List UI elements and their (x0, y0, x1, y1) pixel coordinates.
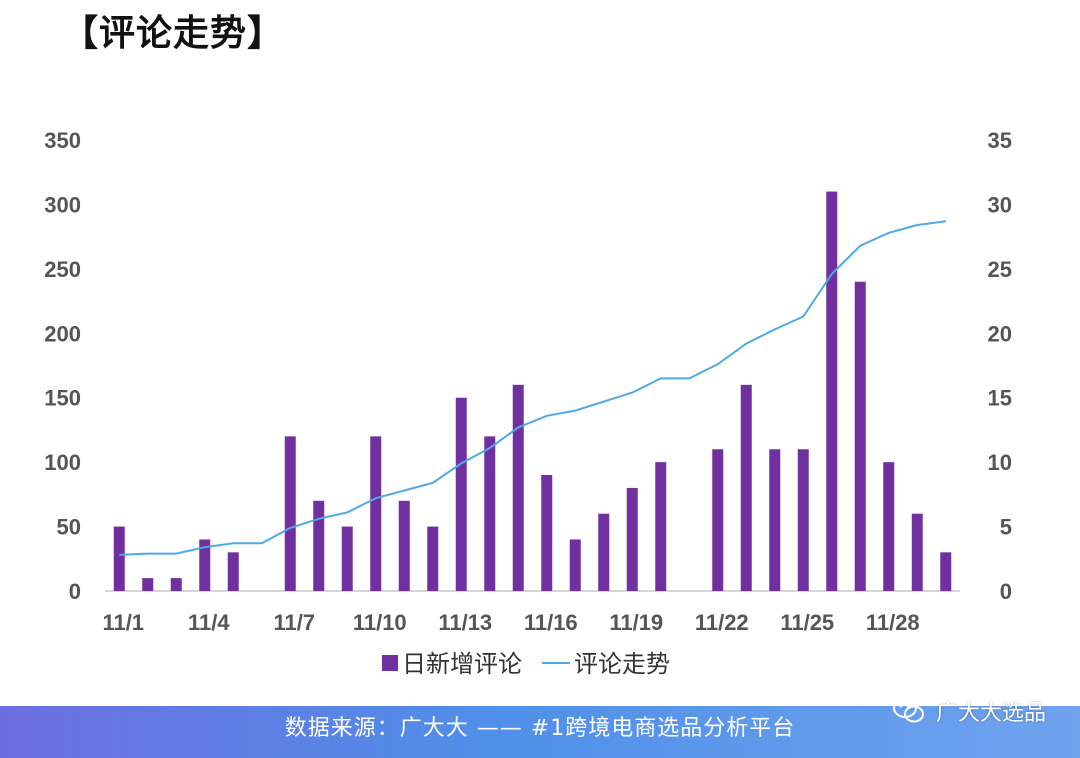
left-tick-label: 300 (44, 192, 81, 217)
x-tick-label: 11/22 (695, 610, 749, 635)
right-tick-label: 35 (988, 128, 1012, 153)
bar-11-25 (797, 449, 809, 591)
wechat-icon (892, 698, 924, 723)
right-tick-label: 5 (1000, 515, 1012, 540)
bar-11-1 (113, 526, 125, 591)
x-axis: 11/1 11/4 11/7 11/10 11/13 11/16 11/19 11/22 11/… (102, 610, 919, 635)
bar-11-19 (626, 487, 638, 591)
bar-11-17 (569, 539, 581, 591)
legend-bar-swatch (382, 655, 398, 671)
x-tick-label: 11/4 (188, 610, 230, 635)
bar-11-8 (313, 500, 325, 591)
watermark: 广大大选品 (892, 694, 1046, 728)
left-axis: 0 50 100 150 200 250 300 350 (44, 128, 81, 604)
bar-11-24 (769, 449, 781, 591)
bar-11-22 (712, 449, 724, 591)
footer-banner: 数据来源：广大大 —— #1跨境电商选品分析平台 (0, 706, 1080, 758)
right-tick-label: 15 (988, 386, 1012, 411)
x-tick-label: 11/10 (353, 610, 407, 635)
x-tick-label: 11/16 (524, 610, 578, 635)
bar-11-12 (427, 526, 439, 591)
left-tick-label: 150 (44, 386, 81, 411)
comment-trend-chart: 0 50 100 150 200 250 300 350 0 5 10 15 20 25 30 35 11/… (44, 128, 1012, 678)
bar-11-27 (854, 281, 866, 591)
x-tick-label: 11/13 (438, 610, 492, 635)
trend-line (119, 220, 946, 556)
bar-11-18 (598, 513, 610, 591)
data-source-text: 数据来源：广大大 —— #1跨境电商选品分析平台 (284, 716, 796, 741)
bar-11-30 (940, 552, 952, 591)
x-tick-label: 11/1 (102, 610, 144, 635)
bar-11-23 (740, 384, 752, 591)
bar-11-13 (455, 397, 467, 591)
bar-11-14 (484, 436, 496, 591)
right-tick-label: 20 (988, 321, 1012, 346)
bar-11-5 (227, 552, 239, 591)
x-tick-label: 11/7 (273, 610, 315, 635)
bar-11-16 (541, 475, 553, 591)
bar-11-29 (911, 513, 923, 591)
bar-11-2 (142, 578, 154, 591)
left-tick-label: 250 (44, 257, 81, 282)
right-tick-label: 10 (988, 450, 1012, 475)
bar-11-7 (284, 436, 296, 591)
bar-series (113, 191, 952, 592)
bar-11-4 (199, 539, 211, 591)
bar-11-9 (341, 526, 353, 591)
x-tick-label: 11/25 (780, 610, 834, 635)
bar-11-28 (883, 462, 895, 591)
legend-line-label: 评论走势 (574, 650, 670, 678)
watermark-text: 广大大选品 (935, 701, 1046, 726)
legend: 日新增评论 评论走势 (382, 650, 670, 678)
left-tick-label: 0 (69, 579, 81, 604)
left-tick-label: 350 (44, 128, 81, 153)
right-axis: 0 5 10 15 20 25 30 35 (988, 128, 1012, 604)
left-tick-label: 50 (57, 515, 81, 540)
right-tick-label: 30 (988, 192, 1012, 217)
bar-11-26 (826, 191, 838, 592)
x-tick-label: 11/19 (609, 610, 663, 635)
bar-11-3 (170, 578, 182, 591)
right-tick-label: 25 (988, 257, 1012, 282)
left-tick-label: 200 (44, 321, 81, 346)
x-tick-label: 11/28 (866, 610, 920, 635)
bar-11-10 (370, 436, 382, 591)
left-tick-label: 100 (44, 450, 81, 475)
legend-bar-label: 日新增评论 (402, 650, 522, 678)
page-title: 【评论走势】 (62, 13, 285, 54)
bar-11-15 (512, 384, 524, 591)
bar-11-20 (655, 462, 667, 591)
bar-11-11 (398, 500, 410, 591)
right-tick-label: 0 (1000, 579, 1012, 604)
